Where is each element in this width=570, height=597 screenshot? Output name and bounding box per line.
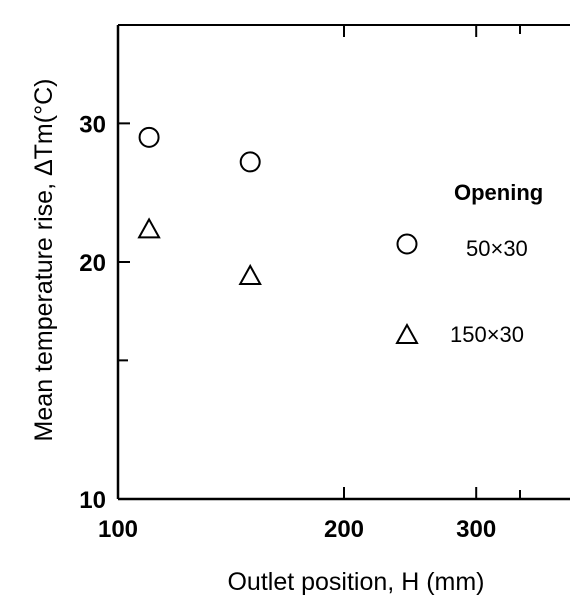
x-tick-label: 300	[456, 516, 496, 543]
legend-marker-circle	[396, 233, 418, 255]
tick-labels: 100 200 300 10 20 30	[79, 111, 496, 543]
legend-label-50x30: 50×30	[466, 236, 528, 261]
legend-label-150x30: 150×30	[450, 322, 524, 347]
x-axis-title: Outlet position, H (mm)	[227, 568, 484, 596]
point-150x30	[137, 217, 161, 239]
plot-frame	[116, 24, 570, 501]
y-tick-label: 20	[79, 250, 106, 277]
legend: Opening 50×30 150×30	[395, 180, 543, 347]
point-150x30	[238, 263, 262, 285]
legend-marker-triangle	[395, 322, 419, 344]
y-axis-title: Mean temperature rise, ΔTm(°C)	[30, 79, 58, 442]
axis-ticks	[117, 24, 521, 500]
x-tick-label: 200	[324, 516, 364, 543]
y-tick-label: 30	[79, 111, 106, 138]
data-points	[137, 126, 262, 285]
point-50x30	[239, 151, 261, 173]
point-50x30	[138, 126, 160, 148]
x-tick-label: 100	[98, 516, 138, 543]
y-tick-label: 10	[79, 487, 106, 514]
legend-title: Opening	[454, 180, 543, 205]
